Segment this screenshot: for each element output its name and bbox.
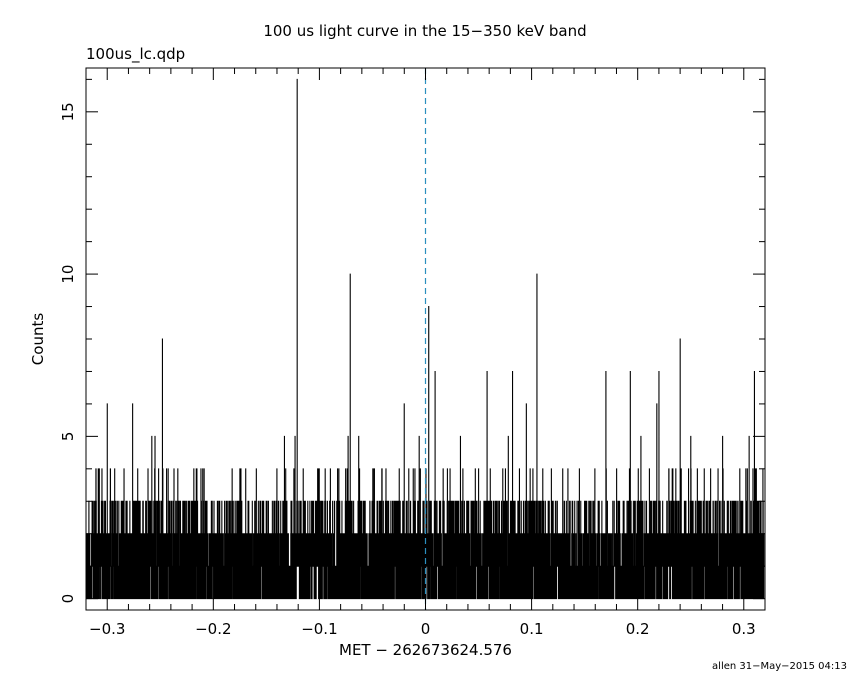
y-axis-label: Counts (29, 313, 47, 366)
x-tick-label: −0.3 (89, 620, 125, 638)
file-name-label: 100us_lc.qdp (86, 45, 186, 63)
x-tick-label: 0.3 (732, 620, 756, 638)
x-tick-label: 0 (421, 620, 431, 638)
footer-credit: allen 31−May−2015 04:13 (712, 661, 847, 672)
chart-title: 100 us light curve in the 15−350 keV ban… (263, 22, 587, 40)
axis-ticks (85, 68, 766, 610)
y-tick-label: 15 (59, 102, 77, 121)
plot-frame (85, 67, 766, 611)
y-tick-label: 5 (59, 432, 77, 442)
y-tick-label: 10 (59, 265, 77, 284)
x-axis-label: MET − 262673624.576 (339, 641, 512, 659)
x-tick-label: 0.2 (626, 620, 650, 638)
axis-tick-labels: −0.3 −0.2 −0.1 0 0.1 0.2 0.3 0 5 10 15 (59, 102, 756, 638)
x-tick-label: 0.1 (520, 620, 544, 638)
x-tick-label: −0.1 (301, 620, 337, 638)
y-tick-label: 0 (59, 594, 77, 604)
light-curve-series (85, 78, 766, 600)
x-tick-label: −0.2 (195, 620, 231, 638)
histogram-bars (85, 78, 766, 600)
